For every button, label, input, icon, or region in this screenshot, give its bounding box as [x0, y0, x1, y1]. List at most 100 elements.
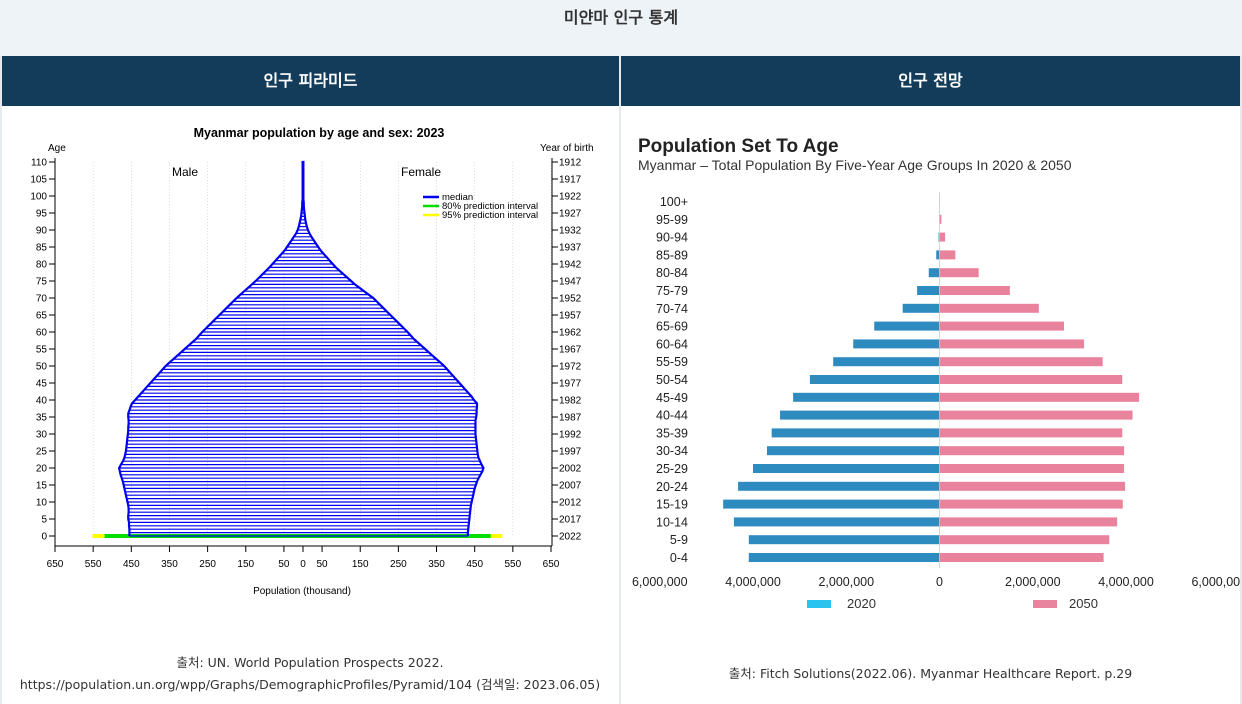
x-tick-label: 650: [543, 559, 560, 570]
bar-2020-0-4: [748, 553, 940, 562]
age-group-label: 45-49: [656, 391, 688, 405]
age-tick-label: 45: [36, 379, 48, 390]
age-tick-label: 90: [36, 226, 48, 237]
age-tick-label: 60: [36, 328, 48, 339]
bar-2050-50-54: [939, 375, 1123, 384]
age-tick-label: 105: [30, 175, 47, 186]
bar-2050-55-59: [939, 357, 1103, 367]
source-note-projection: 출처: Fitch Solutions(2022.06). Myanmar He…: [728, 666, 1133, 681]
bar-2050-0-4: [939, 553, 1104, 562]
panel-border-left: [0, 56, 2, 704]
age-tick-label: 10: [36, 498, 48, 509]
age-group-label: 10-14: [656, 515, 688, 529]
pyramid-female-label: Female: [401, 165, 441, 179]
bar-2020-5-9: [748, 535, 940, 545]
bar-2020-80-84: [928, 268, 940, 278]
bar-2050-40-44: [939, 410, 1133, 420]
x-tick-label: 2,000,000: [1005, 575, 1061, 589]
bar-2050-70-74: [939, 303, 1039, 313]
age-tick-label: 20: [36, 464, 48, 475]
age-tick-label: 15: [36, 481, 48, 492]
age-tick-label: 50: [36, 362, 48, 373]
projection-legend: 2020 2050: [807, 596, 1098, 611]
birth-tick-label: 1982: [559, 396, 582, 407]
bar-2020-30-34: [766, 446, 940, 456]
birth-tick-label: 1932: [559, 226, 582, 237]
age-group-label: 95-99: [656, 213, 688, 227]
bar-2020-90-94: [938, 232, 940, 242]
age-tick-label: 0: [41, 532, 47, 543]
age-group-label: 40-44: [656, 409, 688, 423]
legend-label-95: 95% prediction interval: [442, 210, 538, 221]
age-tick-label: 65: [36, 311, 48, 322]
bar-2020-20-24: [738, 481, 940, 491]
x-tick-label: 550: [505, 559, 522, 570]
bar-2020-65-69: [874, 321, 940, 331]
median-outline: [117, 160, 485, 536]
x-tick-label: 0: [300, 559, 306, 570]
bar-2050-25-29: [939, 464, 1125, 473]
birth-tick-label: 1942: [559, 260, 582, 271]
x-tick-label: 4,000,000: [1098, 575, 1154, 589]
age-group-label: 20-24: [656, 480, 688, 494]
birth-tick-label: 2007: [559, 481, 582, 492]
age-group-label: 50-54: [656, 373, 688, 387]
source-note-pyramid: 출처: UN. World Population Prospects 2022.…: [19, 655, 601, 692]
age-tick-label: 30: [36, 430, 48, 441]
x-tick-label: 650: [47, 559, 64, 570]
age-group-label: 0-4: [670, 551, 688, 565]
x-tick-label: 6,000,000: [1191, 575, 1240, 589]
legend-label-2020: 2020: [847, 596, 876, 611]
bar-2020-70-74: [902, 303, 940, 313]
bar-2020-35-39: [771, 428, 940, 438]
x-tick-label: 350: [428, 559, 445, 570]
age-group-label: 15-19: [656, 498, 688, 512]
birth-tick-label: 2017: [559, 515, 582, 526]
panel-divider: [619, 56, 621, 704]
bar-2020-60-64: [853, 339, 940, 349]
x-tick-label: 50: [317, 559, 329, 570]
bar-2020-55-59: [833, 357, 940, 367]
bar-2050-10-14: [939, 517, 1118, 527]
bar-2050-95-99: [939, 214, 942, 224]
birth-tick-label: 1977: [559, 379, 582, 390]
age-group-label: 70-74: [656, 302, 688, 316]
projection-title: Population Set To Age: [638, 136, 839, 157]
birth-tick-label: 2002: [559, 464, 582, 475]
age-group-label: 90-94: [656, 231, 688, 245]
bar-2020-75-79: [917, 286, 940, 295]
age-group-label: 75-79: [656, 284, 688, 298]
birth-tick-label: 1987: [559, 413, 582, 424]
age-tick-label: 95: [36, 209, 48, 220]
bar-2050-5-9: [939, 535, 1110, 545]
age-group-label: 65-69: [656, 320, 688, 334]
projection-subtitle: Myanmar – Total Population By Five-Year …: [638, 157, 1072, 173]
age-group-label: 5-9: [670, 533, 688, 547]
legend-swatch-2050: [1033, 600, 1057, 608]
legend-label-median: median: [442, 192, 473, 203]
panel-border-right: [1240, 56, 1242, 704]
panel-header-pyramid: 인구 피라미드: [2, 56, 619, 106]
bar-2020-45-49: [793, 392, 940, 402]
bar-2020-15-19: [723, 499, 940, 509]
pyramid-title: Myanmar population by age and sex: 2023: [194, 126, 445, 140]
legend-swatch-2020: [807, 600, 831, 608]
age-tick-label: 100: [30, 192, 47, 203]
age-tick-label: 85: [36, 243, 48, 254]
bar-2050-45-49: [939, 392, 1140, 402]
projection-chart: Population Set To Age Myanmar – Total Po…: [632, 136, 1240, 611]
bar-2020-50-54: [809, 375, 940, 384]
age-group-label: 85-89: [656, 248, 688, 262]
age-tick-label: 70: [36, 294, 48, 305]
pyramid-chart: Myanmar population by age and sex: 2023 …: [30, 126, 594, 597]
birth-tick-label: 1912: [559, 158, 582, 169]
x-tick-label: 350: [161, 559, 178, 570]
x-tick-label: 250: [199, 559, 216, 570]
age-group-label: 60-64: [656, 337, 688, 351]
birth-tick-label: 1967: [559, 345, 582, 356]
age-group-label: 35-39: [656, 426, 688, 440]
pyramid-birth-label: Year of birth: [540, 143, 594, 154]
age-tick-label: 75: [36, 277, 48, 288]
bar-2050-80-84: [939, 268, 979, 278]
bar-2050-65-69: [939, 321, 1064, 331]
